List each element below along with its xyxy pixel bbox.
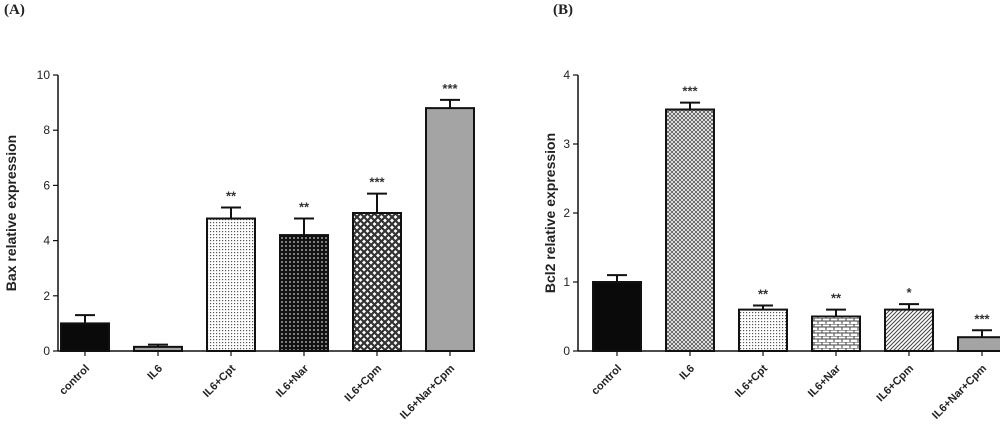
- bax-bar-chart-y-axis-title: Bax relative expression: [3, 135, 19, 291]
- bax-bar-chart-category-label: control: [57, 363, 92, 398]
- bax-bar-chart-bar: [60, 322, 110, 352]
- panel-a-label: (A): [4, 2, 25, 18]
- bcl2-bar-chart-category-label: control: [589, 363, 624, 398]
- bax-bar-chart-category-label: IL6+Cpm: [343, 362, 385, 404]
- bax-bar-chart-category-label: IL6+Nar+Cpm: [398, 362, 457, 421]
- bcl2-bar-chart-significance-label: ***: [974, 311, 990, 326]
- bcl2-bar-chart-significance-label: **: [758, 286, 769, 301]
- bcl2-bar-chart-category-label: IL6+Cpm: [875, 362, 917, 404]
- bax-bar-chart-significance-label: ***: [442, 81, 458, 96]
- panel-b-label: (B): [553, 2, 573, 18]
- bcl2-bar-chart-bar: [957, 336, 1000, 353]
- bax-bar-chart-y-tick-label: 8: [43, 123, 50, 137]
- bax-bar-chart-bar: [425, 107, 475, 353]
- bcl2-bar-chart-y-tick-label: 2: [563, 206, 570, 220]
- bax-bar-chart-category-label: IL6+Nar: [274, 362, 312, 400]
- bcl2-bar-chart-bar: [884, 308, 934, 353]
- bax-bar-chart: 0 2 4 6 8 10 Bax relative expression control IL6…: [3, 68, 475, 422]
- bcl2-bar-chart-bar: [811, 315, 861, 352]
- bax-bar-chart-y-tick-label: 6: [43, 178, 50, 192]
- bcl2-bar-chart-category-label: IL6+Nar: [806, 362, 844, 400]
- bax-bar-chart-y-tick-label: 10: [37, 68, 51, 82]
- bax-bar-chart-bar: [133, 345, 183, 352]
- bax-bar-chart-significance-label: **: [299, 200, 310, 215]
- bcl2-bar-chart-category-label: IL6+Nar+Cpm: [930, 362, 989, 421]
- bcl2-bar-chart-significance-label: ***: [682, 84, 698, 99]
- bax-bar-chart-y-tick-label: 2: [43, 289, 50, 303]
- bax-bar-chart-significance-label: ***: [369, 175, 385, 190]
- bcl2-bar-chart-bar: [665, 108, 715, 352]
- bcl2-bar-chart-y-tick-label: 4: [563, 68, 570, 82]
- bax-bar-chart-category-label: IL6: [145, 363, 165, 383]
- bcl2-bar-chart-significance-label: **: [831, 291, 842, 306]
- bax-bar-chart-bar: [206, 217, 256, 352]
- bcl2-bar-chart-significance-label: *: [906, 285, 912, 300]
- bcl2-bar-chart-y-axis-title: Bcl2 relative expression: [542, 133, 558, 293]
- bax-bar-chart-significance-label: **: [226, 188, 237, 203]
- bax-bar-chart-bar: [352, 212, 402, 352]
- bax-bar-chart-bar: [279, 234, 329, 352]
- bax-bar-chart-category-label: IL6+Cpt: [201, 362, 238, 399]
- bcl2-bar-chart-y-tick-label: 3: [563, 137, 570, 151]
- bax-bar-chart-y-tick-label: 0: [43, 344, 50, 358]
- bcl2-bar-chart-bar: [738, 308, 788, 353]
- bcl2-bar-chart-y-tick-label: 1: [563, 275, 570, 289]
- bcl2-bar-chart-category-label: IL6: [677, 363, 697, 383]
- bcl2-bar-chart-y-tick-label: 0: [563, 344, 570, 358]
- bcl2-bar-chart-bar: [592, 281, 642, 352]
- bcl2-bar-chart-category-label: IL6+Cpt: [733, 362, 770, 399]
- bax-bar-chart-y-tick-label: 4: [43, 234, 50, 248]
